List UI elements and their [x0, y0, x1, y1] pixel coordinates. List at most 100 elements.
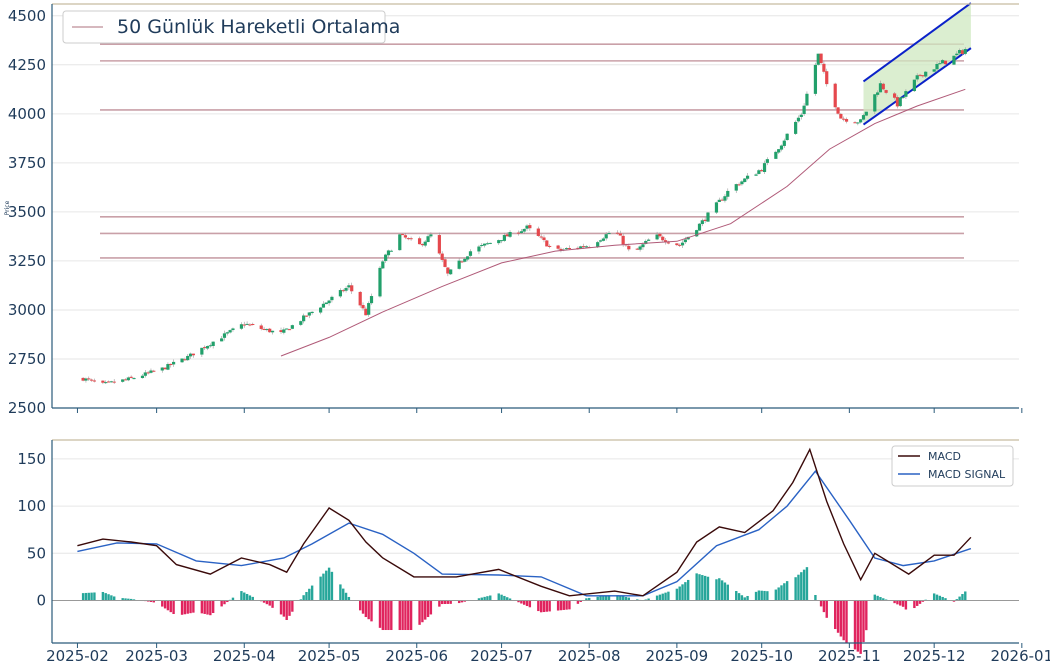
histogram-bar: [720, 580, 724, 601]
candle-body: [765, 159, 769, 163]
candle-body: [655, 234, 659, 240]
candle-body: [321, 303, 326, 308]
histogram-bar: [87, 592, 90, 601]
histogram-bar: [667, 591, 670, 601]
candle-body: [717, 199, 721, 203]
candle-body: [559, 248, 563, 251]
histogram-bar: [941, 596, 944, 601]
x-tick-label: 2025-05: [298, 647, 361, 665]
histogram-bar: [243, 592, 246, 601]
candle-body: [548, 245, 552, 247]
histogram-bar: [489, 595, 492, 601]
histogram-bar: [607, 595, 611, 601]
histogram-bar: [163, 600, 167, 609]
histogram-bar: [794, 577, 797, 601]
histogram-bar: [404, 600, 407, 631]
histogram-bar: [503, 595, 506, 601]
histogram-bar: [876, 595, 879, 601]
histogram-bar: [291, 600, 294, 612]
histogram-bar: [220, 600, 223, 607]
candle-body: [499, 240, 504, 242]
histogram-bar: [859, 600, 862, 654]
histogram-bar: [537, 600, 540, 612]
histogram-bar: [152, 600, 155, 603]
macd-legend-box: [891, 445, 1014, 487]
candle-body: [364, 308, 368, 316]
candle-body: [596, 242, 600, 247]
price-panel-background: [52, 4, 1019, 408]
candle-body: [220, 338, 224, 342]
histogram-bar: [715, 579, 718, 601]
macd-y-tick-label: 100: [17, 497, 46, 515]
candle-body: [285, 328, 289, 330]
candle-body: [211, 341, 215, 347]
histogram-bar: [438, 600, 441, 607]
candle-body: [401, 234, 405, 236]
histogram-bar: [508, 598, 512, 601]
candle-body: [146, 372, 150, 374]
histogram-bar: [288, 600, 291, 616]
histogram-bar: [921, 600, 925, 602]
histogram-bar: [695, 573, 698, 601]
price-y-tick-label: 2750: [8, 350, 46, 368]
histogram-bar: [802, 569, 806, 601]
histogram-bar: [522, 600, 526, 605]
candle-body: [347, 285, 351, 288]
candle-body: [627, 245, 631, 250]
candle-body: [892, 93, 897, 98]
histogram-bar: [774, 589, 778, 601]
candle-body: [319, 307, 323, 313]
histogram-bar: [172, 600, 175, 614]
candle-body: [734, 184, 738, 191]
x-tick-label: 2025-10: [730, 647, 793, 665]
candle-body: [186, 355, 190, 361]
histogram-bar: [585, 598, 588, 601]
candle-body: [259, 325, 263, 329]
histogram-bar: [882, 598, 885, 601]
histogram-bar: [568, 600, 571, 610]
candle-body: [188, 353, 193, 357]
macd-line: [77, 447, 972, 597]
price-y-tick-label: 2500: [8, 399, 46, 417]
price-panel: 2500 2750 3000 3250 3500 3750 4000 4250 4500 Pri…: [4, 2, 1019, 417]
histogram-bar: [327, 567, 331, 601]
candle-body: [856, 122, 860, 124]
histogram-bar: [681, 584, 684, 601]
candle-body: [567, 248, 572, 250]
candle-body: [935, 63, 939, 70]
histogram-bar: [265, 600, 269, 605]
candle-body: [112, 381, 116, 383]
candle-body: [443, 259, 447, 267]
candle-body: [706, 212, 710, 222]
histogram-bar: [390, 600, 393, 631]
candle-body: [403, 235, 408, 238]
histogram-bar: [129, 598, 133, 601]
candle-body: [881, 83, 885, 90]
histogram-bar: [429, 600, 433, 615]
histogram-bar: [621, 596, 625, 601]
histogram-bar: [777, 587, 780, 601]
histogram-bar: [599, 596, 602, 601]
histogram-bar: [81, 593, 85, 601]
histogram-bar: [322, 573, 325, 601]
histogram-bar: [460, 600, 464, 603]
histogram-bar: [110, 595, 113, 601]
candle-body: [384, 254, 388, 261]
candle-body: [598, 240, 603, 242]
candle-body: [565, 248, 569, 250]
candle-body: [525, 225, 529, 229]
histogram-bar: [203, 600, 206, 614]
histogram-bar: [271, 600, 274, 608]
candle-body: [528, 225, 532, 229]
price-y-tick-label: 4250: [8, 56, 46, 74]
candle-body: [502, 235, 506, 241]
candle-body: [542, 237, 546, 241]
histogram-bar: [735, 590, 738, 601]
candle-body: [92, 380, 97, 382]
histogram-bar: [127, 598, 130, 601]
candle-body: [109, 381, 113, 383]
histogram-bar: [825, 600, 828, 618]
histogram-bar: [285, 600, 288, 620]
candle-body: [522, 228, 526, 232]
candle-body: [183, 359, 187, 361]
